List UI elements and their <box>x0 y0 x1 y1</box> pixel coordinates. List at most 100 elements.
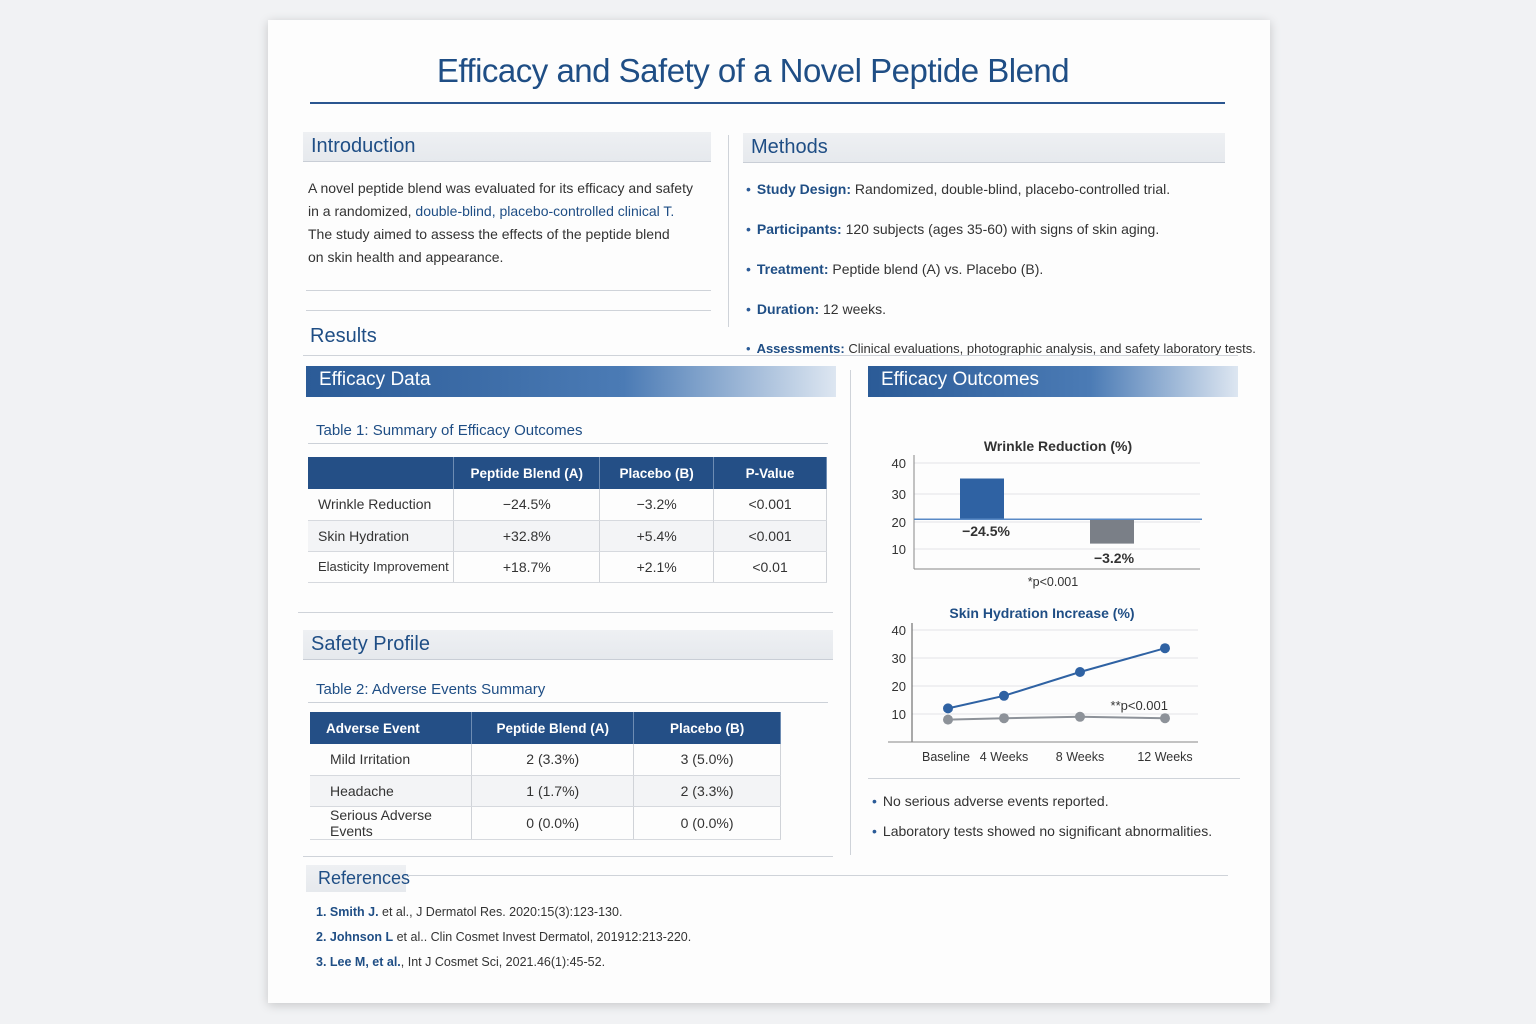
references-list: 1. Smith J. et al., J Dermatol Res. 2020… <box>316 905 691 980</box>
bullet-icon: • <box>872 823 877 839</box>
efficacy-charts: Wrinkle Reduction (%) 10 20 30 40 −24.5% −3.2%… <box>888 438 1202 780</box>
note-item: • No serious adverse events reported. <box>872 792 1212 822</box>
note-text: Laboratory tests showed no significant a… <box>882 823 1213 839</box>
bullet-icon: • <box>746 301 751 317</box>
reference-author: Johnson L <box>329 930 394 944</box>
methods-label: Assessments: <box>756 341 845 356</box>
legend-label: Placebo <box>1111 779 1159 780</box>
efficacy-data-heading: Efficacy Data <box>306 366 836 397</box>
y-tick-label: 40 <box>892 623 906 638</box>
table-cell: <0.001 <box>713 489 827 521</box>
y-tick-label: 40 <box>892 456 906 471</box>
intro-line: on skin health and appearance. <box>308 249 504 265</box>
column-header: Placebo (B) <box>633 712 781 744</box>
table-cell: Mild Irritation <box>310 744 473 776</box>
methods-label: Participants: <box>756 221 842 237</box>
legend-label: Peptide Blend <box>991 779 1074 780</box>
table-cell: −24.5% <box>453 489 601 521</box>
intro-line: A novel peptide blend was evaluated for … <box>308 180 693 196</box>
reference-citation: et al.. Clin Cosmet Invest Dermatol, 201… <box>393 930 692 944</box>
reference-item: 3. Lee M, et al., Int J Cosmet Sci, 2021… <box>316 955 691 980</box>
note-text: No serious adverse events reported. <box>882 793 1109 809</box>
reference-author: Smith J. <box>329 905 379 919</box>
bullet-icon: • <box>746 341 751 356</box>
methods-item: • Study Design: Randomized, double-blind,… <box>746 180 1266 209</box>
table-cell: +32.8% <box>453 520 601 552</box>
poster-title: Efficacy and Safety of a Novel Peptide B… <box>436 52 1070 89</box>
data-point <box>943 703 953 714</box>
data-point <box>1160 713 1170 724</box>
methods-text: Peptide blend (A) vs. Placebo (B). <box>828 261 1044 277</box>
table-cell: <0.001 <box>713 520 827 552</box>
reference-item: 2. Johnson L et al.. Clin Cosmet Invest … <box>316 930 691 955</box>
methods-item: • Assessments: Clinical evaluations, phot… <box>746 340 1266 369</box>
bar <box>1090 519 1134 544</box>
table-row: Headache 1 (1.7%) 2 (3.3%) <box>310 775 781 807</box>
intro-line: in a randomized, double-blind, placebo-c… <box>308 200 723 223</box>
divider <box>303 856 833 857</box>
series-line <box>947 647 1166 710</box>
intro-text: in a randomized, <box>308 203 416 219</box>
data-point <box>999 713 1009 724</box>
bullet-icon: • <box>746 261 751 277</box>
divider <box>303 355 1238 356</box>
table-row: Mild Irritation 2 (3.3%) 3 (5.0%) <box>310 744 781 776</box>
x-tick-label: 8 Weeks <box>1056 750 1104 764</box>
methods-item: • Participants: 120 subjects (ages 35-60)… <box>746 220 1266 249</box>
data-point <box>999 690 1009 701</box>
methods-text: 12 weeks. <box>819 301 887 317</box>
intro-link[interactable]: double-blind, placebo-controlled clinica… <box>415 203 675 219</box>
header-row: Adverse Event Peptide Blend (A) Placebo (B… <box>310 712 781 744</box>
divider <box>850 370 851 855</box>
outcome-notes: • No serious adverse events reported. • Lab… <box>872 792 1212 852</box>
chart-annotation: *p<0.001 <box>1028 575 1078 589</box>
table-row: Serious Adverse Events 0 (0.0%) 0 (0.0%) <box>310 806 781 840</box>
introduction-heading: Introduction <box>303 132 711 162</box>
efficacy-table: Peptide Blend (A) Placebo (B) P-Value Wrink… <box>308 457 827 583</box>
reference-item: 1. Smith J. et al., J Dermatol Res. 2020… <box>316 905 691 930</box>
methods-label: Duration: <box>756 301 820 317</box>
methods-item: • Treatment: Peptide blend (A) vs. Placeb… <box>746 260 1266 289</box>
methods-text: 120 subjects (ages 35-60) with signs of … <box>841 221 1160 237</box>
column-header <box>308 457 455 489</box>
x-tick-label: 12 Weeks <box>1137 750 1192 764</box>
table-cell: 0 (0.0%) <box>471 806 635 840</box>
reference-number: 3. <box>316 955 327 969</box>
bullet-icon: • <box>746 221 751 237</box>
column-header: Placebo (B) <box>599 457 715 489</box>
table-cell: 2 (3.3%) <box>633 775 781 807</box>
x-tick-label: 4 Weeks <box>980 750 1028 764</box>
table-cell: Elasticity Improvement <box>308 551 455 583</box>
intro-line: The study aimed to assess the effects of… <box>308 226 670 242</box>
y-tick-label: 20 <box>892 679 906 694</box>
bullet-icon: • <box>872 793 877 809</box>
header-row: Peptide Blend (A) Placebo (B) P-Value <box>308 457 827 489</box>
divider <box>298 612 833 613</box>
column-header: Peptide Blend (A) <box>471 712 635 744</box>
methods-label: Study Design: <box>756 181 852 197</box>
methods-label: Treatment: <box>756 261 829 277</box>
introduction-text: A novel peptide blend was evaluated for … <box>308 177 723 269</box>
divider <box>306 290 711 291</box>
y-tick-label: 10 <box>892 542 906 557</box>
references-heading: References <box>306 865 410 892</box>
reference-number: 2. <box>316 930 327 944</box>
y-tick-label: 10 <box>892 707 906 722</box>
data-point <box>1075 711 1085 722</box>
column-header: Adverse Event <box>310 712 473 744</box>
divider <box>306 310 711 311</box>
column-header: P-Value <box>713 457 827 489</box>
y-tick-label: 20 <box>892 515 906 530</box>
table-cell: Wrinkle Reduction <box>308 489 455 521</box>
divider <box>868 778 1240 779</box>
table-cell: 2 (3.3%) <box>471 744 635 776</box>
data-point <box>1160 643 1170 654</box>
chart-title: Skin Hydration Increase (%) <box>949 605 1134 621</box>
safety-heading: Safety Profile <box>303 630 833 660</box>
note-item: • Laboratory tests showed no significant … <box>872 822 1212 852</box>
data-point <box>943 714 953 725</box>
bar-label: −24.5% <box>962 523 1010 539</box>
chart-annotation: **p<0.001 <box>1111 698 1168 713</box>
table-cell: +18.7% <box>453 551 601 583</box>
methods-item: • Duration: 12 weeks. <box>746 300 1266 329</box>
